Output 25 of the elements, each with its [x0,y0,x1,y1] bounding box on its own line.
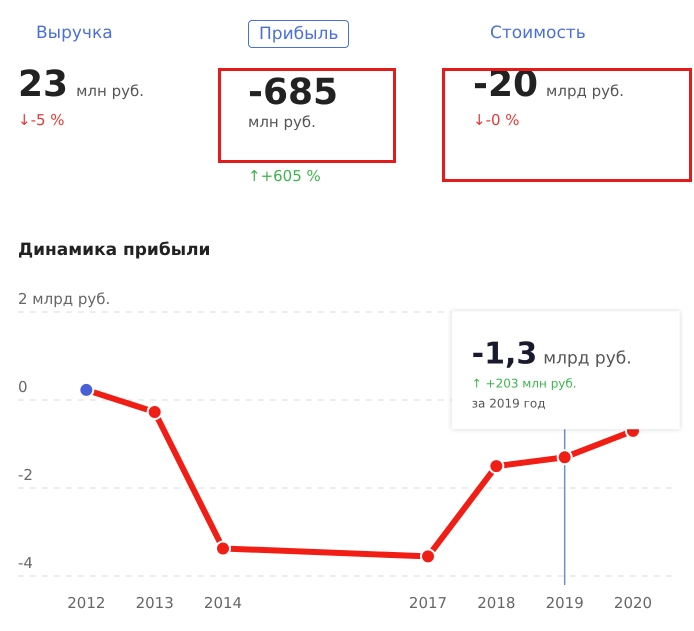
text: ↓-5 % [18,111,66,129]
text: млн руб. [76,82,144,100]
text: ↑+605 % [248,167,322,185]
y-tick-label: -4 [18,554,33,572]
x-tick-label: 2012 [67,594,106,612]
text: млн руб. [248,113,317,131]
text: Прибыль [248,20,350,48]
x-tick-label: 2019 [546,594,584,612]
annotation: -1,3 млрд руб. ↑ +203 млн руб. за 2019 год [472,336,632,410]
x-tick-label: 2013 [136,594,174,612]
x-tick-label: 2017 [408,594,448,612]
chart-title: Динамика прибыли [18,240,210,260]
x-tick-label: 2014 [204,594,242,612]
text: -20 [473,64,538,105]
text: Выручка [35,22,114,45]
x-tick-label: 2018 [477,594,516,612]
y-tick-label: 0 [18,378,28,396]
x-tick-label: 2020 [614,594,652,612]
y-tick-label: 2 млрд руб. [18,290,110,308]
text: ↓-0 % [473,111,521,129]
y-tick-label: -2 [18,466,33,484]
text: 23 [18,64,68,105]
text: млрд руб. [546,82,624,100]
text: Стоимость [489,22,587,45]
text: -685 [248,72,338,113]
